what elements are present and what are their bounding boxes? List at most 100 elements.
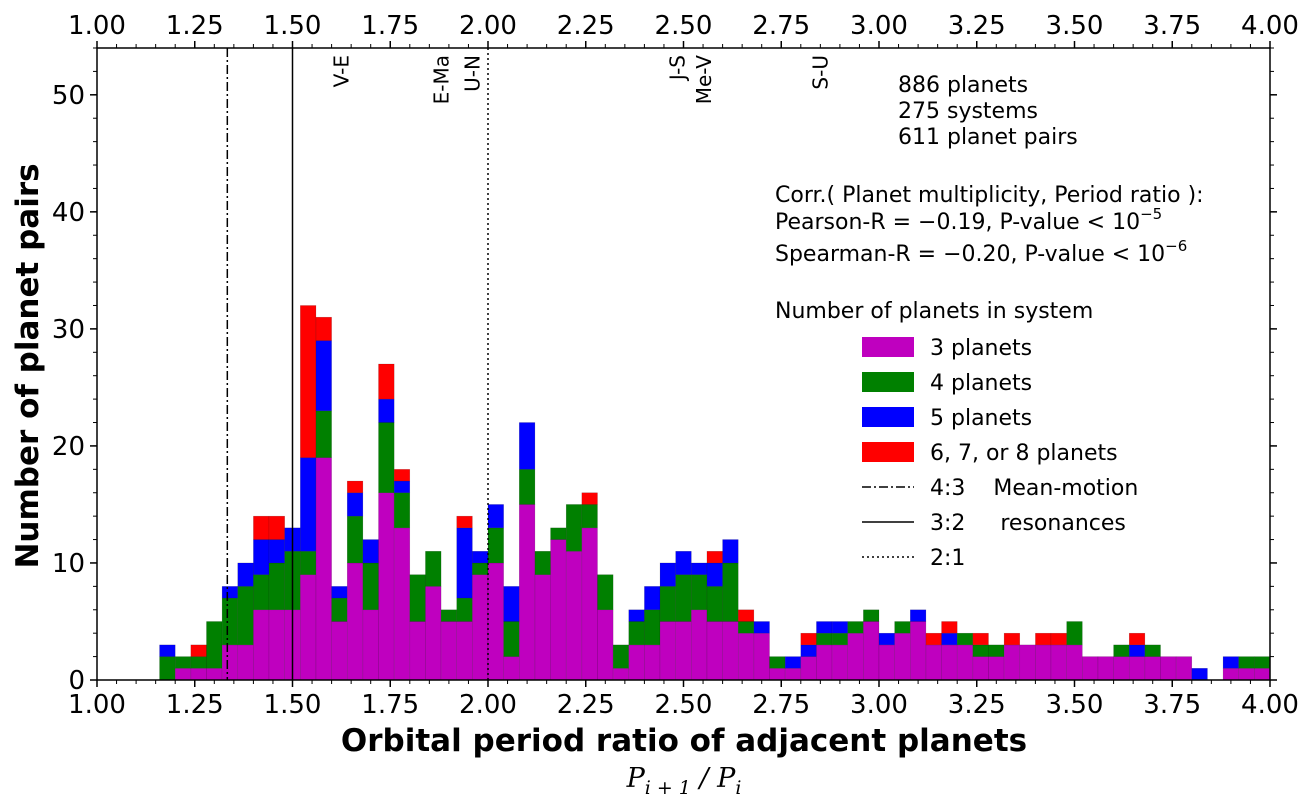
bar-segment (315, 340, 332, 412)
bar-segment (268, 609, 285, 681)
spearman-line: Spearman-R = −0.20, P-value < 10−6 (775, 237, 1187, 267)
bar-segment (1144, 656, 1161, 681)
bar-segment (268, 539, 285, 564)
y-tick-label: 10 (52, 549, 85, 579)
bar-segment (863, 621, 880, 681)
bar-segment (722, 562, 739, 622)
x-tick-label: 2.75 (752, 690, 810, 720)
bar-segment (456, 597, 473, 622)
x-tick-label: 1.75 (361, 690, 419, 720)
bar-segment (1066, 621, 1083, 646)
bar-segment (472, 551, 489, 564)
bar-segment (691, 574, 708, 611)
x-axis-subtitle: Pi + 1 / Pi (626, 763, 742, 799)
bar-segment (800, 644, 817, 657)
bar-segment (956, 632, 974, 646)
x-tick-label-top: 2.50 (655, 11, 713, 41)
bar-segment (300, 574, 317, 681)
bar-segment (878, 632, 895, 646)
bar-segment (737, 632, 755, 681)
axis-ticks: 1.00 1.00 1.25 1.25 1.50 1.50 1.75 1.75 2.00 2.00… (52, 11, 1299, 720)
bar-segment (565, 504, 583, 552)
solar-pair-label: J-S (666, 55, 690, 82)
bar-segment (331, 621, 348, 681)
bar-segment (237, 644, 254, 681)
bar-segment (722, 539, 739, 564)
bar-segment (769, 656, 786, 669)
solar-pair-label: U-N (460, 55, 484, 92)
bar-segment (784, 668, 802, 681)
bar-segment (237, 586, 254, 646)
bar-segment (253, 515, 270, 540)
stats-line: 611 planet pairs (898, 125, 1078, 150)
bar-segment (362, 539, 379, 564)
bar-segment (221, 644, 239, 681)
bar-segment (174, 656, 192, 669)
bar-segment (503, 621, 520, 657)
bar-segment (1097, 656, 1114, 681)
bar-segment (597, 609, 614, 681)
bar-segment (237, 562, 254, 587)
bar-segment (362, 609, 379, 681)
x-tick-label: 3.00 (850, 690, 908, 720)
x-tick-label: 3.50 (1046, 690, 1104, 720)
bar-segment (941, 644, 958, 681)
bar-segment (894, 632, 911, 681)
stats-line: 275 systems (898, 99, 1038, 124)
resonance-lines (226, 48, 489, 680)
bar-segment (1050, 632, 1067, 646)
bar-segment (691, 609, 708, 681)
bar-segment (487, 504, 504, 529)
bar-segment (409, 621, 426, 681)
bar-segment (190, 644, 207, 657)
x-axis-title: Orbital period ratio of adjacent planets (341, 723, 1027, 759)
x-tick-label: 3.75 (1143, 690, 1201, 720)
bar-segment (300, 551, 317, 575)
bar-segment (675, 621, 692, 681)
bar-segment (769, 668, 786, 681)
stats-line: 886 planets (898, 73, 1028, 98)
bar-segment (346, 515, 364, 564)
solar-pair-label: V-E (329, 55, 353, 87)
bar-segment (409, 574, 426, 622)
histogram-bars (159, 305, 1271, 681)
bar-segment (440, 609, 457, 622)
bar-segment (378, 422, 395, 493)
bar-segment (800, 632, 817, 646)
x-tick-label: 2.00 (459, 690, 517, 720)
bar-segment (972, 644, 989, 657)
bar-segment (315, 410, 332, 458)
x-tick-label-top: 3.75 (1143, 11, 1201, 41)
legend-label: 4 planets (930, 371, 1032, 396)
bar-segment (1113, 656, 1130, 681)
y-tick-label: 40 (52, 198, 85, 228)
bar-segment (628, 621, 645, 646)
bar-segment (378, 398, 395, 423)
bar-segment (737, 609, 755, 622)
bar-segment (706, 551, 723, 564)
x-tick-label: 4.00 (1241, 690, 1299, 720)
bar-segment (659, 562, 676, 587)
bar-segment (346, 480, 364, 493)
bar-segment (1238, 668, 1255, 681)
bar-segment (581, 492, 598, 505)
bar-segment (159, 656, 176, 681)
bar-segment (659, 586, 676, 622)
bar-segment (315, 457, 332, 681)
legend-label: 5 planets (930, 406, 1032, 431)
bar-segment (1128, 656, 1146, 681)
bar-segment (503, 656, 520, 681)
bar-segment (550, 539, 567, 681)
bar-segment (1238, 656, 1255, 669)
bar-segment (519, 422, 536, 470)
x-tick-label: 1.50 (264, 690, 322, 720)
bar-segment (159, 644, 176, 657)
bar-segment (644, 644, 661, 681)
bar-segment (675, 574, 692, 622)
bar-segment (894, 621, 911, 634)
legend-label: 6, 7, or 8 planets (930, 441, 1118, 466)
bar-segment (362, 562, 379, 611)
bar-segment (800, 656, 817, 681)
x-tick-label-top: 1.00 (68, 11, 126, 41)
